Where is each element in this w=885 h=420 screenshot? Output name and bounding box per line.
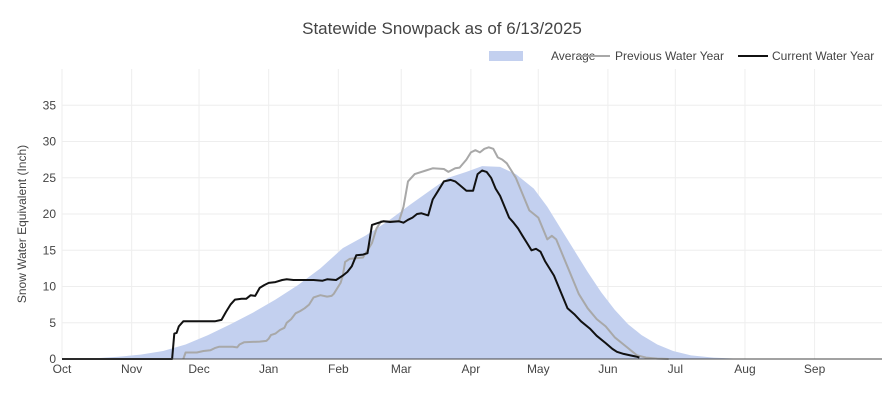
x-tick-label: Oct [53, 362, 72, 376]
x-tick-label: Jan [259, 362, 278, 376]
series-line-previous-water-year [182, 146, 669, 360]
chart-title: Statewide Snowpack as of 6/13/2025 [302, 19, 582, 38]
legend-swatch-average [489, 51, 523, 61]
legend-label-current-water-year: Current Water Year [772, 49, 874, 63]
legend-item-average[interactable]: Average [489, 49, 596, 63]
x-tick-label: Aug [734, 362, 755, 376]
x-tick-label: Apr [462, 362, 481, 376]
x-tick-label: May [527, 362, 550, 376]
y-tick-label: 30 [43, 135, 57, 149]
y-tick-label: 35 [43, 98, 57, 112]
y-tick-label: 10 [43, 280, 57, 294]
x-tick-label: Nov [121, 362, 142, 376]
x-tick-label: Jun [598, 362, 617, 376]
y-tick-label: 5 [49, 316, 56, 330]
legend-label-previous-water-year: Previous Water Year [615, 49, 724, 63]
legend: Average Previous Water Year Current Wate… [489, 49, 874, 63]
y-tick-label: 15 [43, 243, 57, 257]
series-line-current-water-year [62, 169, 640, 360]
legend-label-average: Average [551, 49, 596, 63]
x-tick-label: Mar [391, 362, 412, 376]
x-tick-label: Sep [804, 362, 826, 376]
legend-item-previous-water-year[interactable]: Previous Water Year [578, 49, 724, 63]
y-tick-label: 25 [43, 171, 57, 185]
x-tick-label: Jul [668, 362, 683, 376]
x-tick-label: Dec [188, 362, 209, 376]
series-area-average [62, 166, 882, 359]
series-layer [62, 146, 882, 360]
axes: 0 5 10 15 20 25 30 35 Oct Nov Dec Jan Feb Mar Apr May Ju… [43, 98, 882, 376]
y-tick-label: 20 [43, 207, 57, 221]
x-tick-label: Feb [328, 362, 349, 376]
y-tick-label: 0 [49, 352, 56, 366]
y-axis-label: Snow Water Equivalent (Inch) [15, 145, 29, 303]
legend-item-current-water-year[interactable]: Current Water Year [738, 49, 874, 63]
